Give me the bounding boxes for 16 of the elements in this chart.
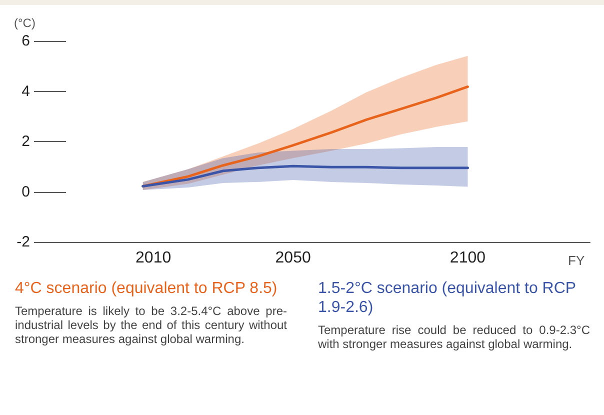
line-series bbox=[142, 164, 469, 188]
y-tick-label: -2 bbox=[16, 234, 30, 250]
text: Temperature rise could be reduced to 0.9-2.3°C with stronger measures against global warming. bbox=[318, 323, 590, 351]
line-series bbox=[142, 85, 469, 188]
y-tick-label: 0 bbox=[22, 183, 30, 200]
x-tick-label: 2010 bbox=[136, 250, 172, 266]
text: 1.5-2°C scenario (equivalent to RCP 1.9-2.6) bbox=[318, 279, 577, 317]
text: 4°C scenario (equivalent to RCP 8.5) bbox=[15, 279, 278, 298]
x-tick-label: 2100 bbox=[450, 250, 486, 266]
y-tick-label: 4 bbox=[22, 82, 30, 100]
y-tick-label: 6 bbox=[22, 32, 30, 50]
x-tick-label: 2050 bbox=[275, 250, 311, 266]
x-axis-title: FY bbox=[568, 253, 585, 268]
y-axis-title: (°C) bbox=[14, 16, 36, 30]
text: Temperature is likely to be 3.2-5.4°C above pre-industrial levels by the end of this century without stronger measures against global warming. bbox=[15, 304, 287, 346]
y-tick-label: 2 bbox=[22, 133, 30, 150]
